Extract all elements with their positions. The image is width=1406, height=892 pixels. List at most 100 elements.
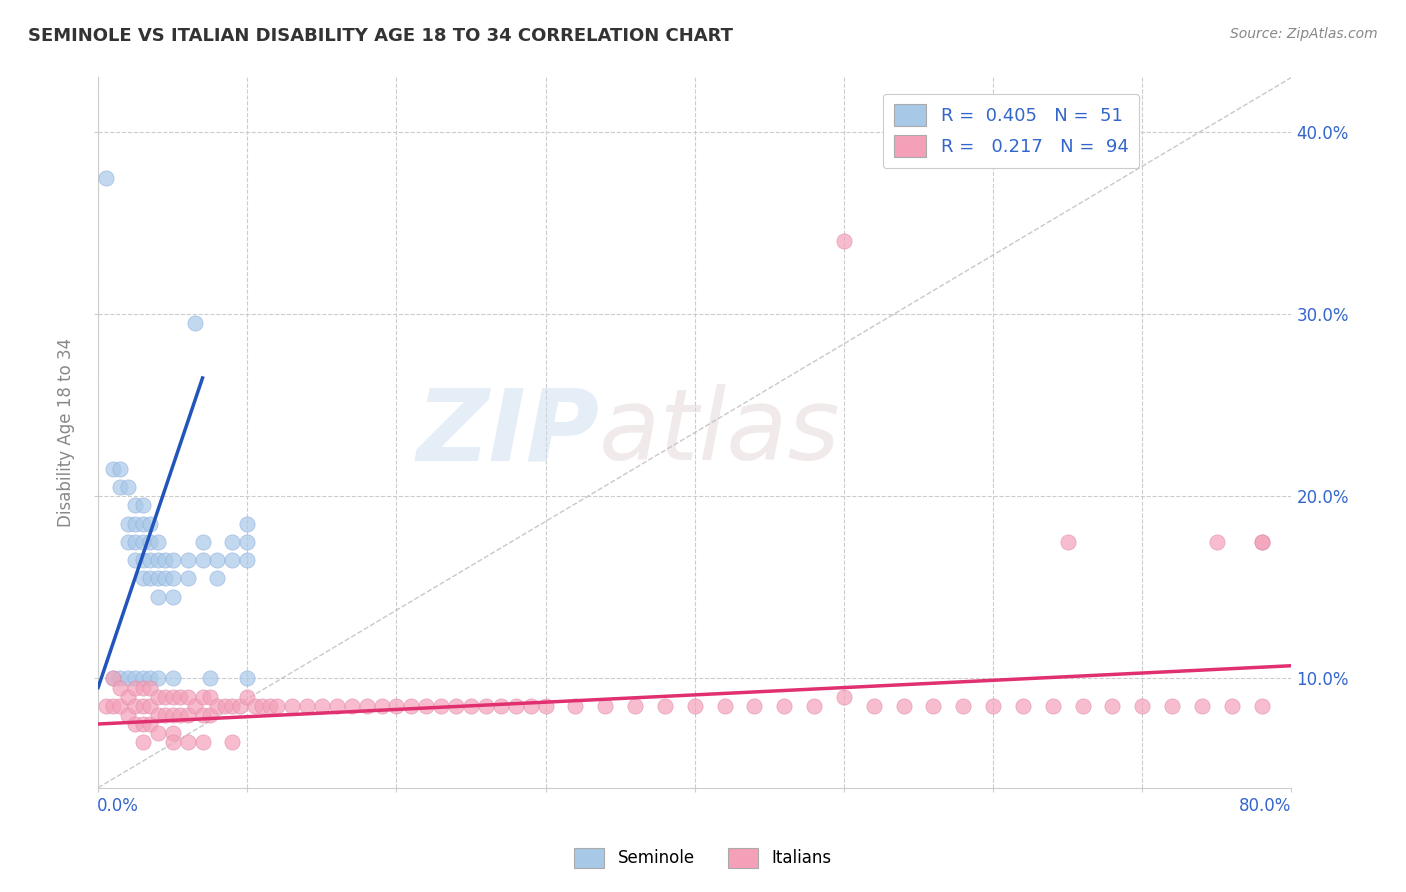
Point bbox=[191, 534, 214, 549]
Point bbox=[117, 534, 139, 549]
Point bbox=[132, 735, 155, 749]
Point bbox=[832, 235, 855, 249]
Point bbox=[169, 690, 191, 704]
Point bbox=[1056, 534, 1078, 549]
Point bbox=[221, 534, 243, 549]
Text: Source: ZipAtlas.com: Source: ZipAtlas.com bbox=[1230, 27, 1378, 41]
Point bbox=[385, 698, 408, 713]
Point bbox=[94, 170, 117, 185]
Point bbox=[117, 516, 139, 531]
Point bbox=[132, 681, 155, 695]
Point bbox=[489, 698, 512, 713]
Point bbox=[146, 590, 169, 604]
Point bbox=[155, 707, 177, 722]
Point bbox=[176, 707, 198, 722]
Point bbox=[266, 698, 288, 713]
Point bbox=[1130, 698, 1153, 713]
Point bbox=[1071, 698, 1094, 713]
Point bbox=[281, 698, 304, 713]
Point bbox=[624, 698, 647, 713]
Point bbox=[311, 698, 333, 713]
Point bbox=[94, 698, 117, 713]
Point bbox=[1205, 534, 1227, 549]
Point bbox=[110, 480, 132, 494]
Point bbox=[139, 717, 162, 731]
Point bbox=[221, 698, 243, 713]
Point bbox=[124, 553, 146, 567]
Point bbox=[832, 690, 855, 704]
Point bbox=[198, 690, 221, 704]
Point bbox=[683, 698, 706, 713]
Point bbox=[198, 672, 221, 686]
Point bbox=[146, 553, 169, 567]
Point bbox=[124, 499, 146, 513]
Point bbox=[139, 553, 162, 567]
Point bbox=[184, 316, 207, 330]
Point bbox=[176, 690, 198, 704]
Text: atlas: atlas bbox=[599, 384, 841, 481]
Point bbox=[132, 516, 155, 531]
Point bbox=[713, 698, 735, 713]
Point bbox=[184, 698, 207, 713]
Point bbox=[236, 516, 259, 531]
Point bbox=[250, 698, 273, 713]
Point bbox=[101, 672, 124, 686]
Point bbox=[132, 571, 155, 585]
Point bbox=[236, 553, 259, 567]
Point bbox=[356, 698, 378, 713]
Point bbox=[155, 571, 177, 585]
Point bbox=[139, 698, 162, 713]
Point bbox=[162, 571, 184, 585]
Point bbox=[124, 717, 146, 731]
Point bbox=[139, 534, 162, 549]
Point bbox=[236, 534, 259, 549]
Point bbox=[207, 698, 229, 713]
Point bbox=[191, 735, 214, 749]
Point bbox=[117, 480, 139, 494]
Point bbox=[124, 516, 146, 531]
Text: 0.0%: 0.0% bbox=[97, 797, 138, 815]
Point bbox=[110, 698, 132, 713]
Point bbox=[981, 698, 1004, 713]
Point bbox=[132, 499, 155, 513]
Point bbox=[207, 571, 229, 585]
Point bbox=[110, 672, 132, 686]
Point bbox=[1161, 698, 1184, 713]
Point bbox=[893, 698, 915, 713]
Point bbox=[243, 698, 266, 713]
Point bbox=[221, 553, 243, 567]
Point bbox=[654, 698, 676, 713]
Legend: R =  0.405   N =  51, R =   0.217   N =  94: R = 0.405 N = 51, R = 0.217 N = 94 bbox=[883, 94, 1139, 169]
Point bbox=[132, 717, 155, 731]
Point bbox=[139, 672, 162, 686]
Point bbox=[460, 698, 482, 713]
Point bbox=[922, 698, 945, 713]
Point bbox=[146, 726, 169, 740]
Point bbox=[124, 534, 146, 549]
Point bbox=[146, 571, 169, 585]
Point bbox=[162, 672, 184, 686]
Point bbox=[326, 698, 349, 713]
Point bbox=[1250, 698, 1272, 713]
Point bbox=[1250, 534, 1272, 549]
Point bbox=[1012, 698, 1035, 713]
Point bbox=[221, 735, 243, 749]
Point bbox=[169, 707, 191, 722]
Point bbox=[444, 698, 467, 713]
Point bbox=[117, 707, 139, 722]
Point bbox=[155, 553, 177, 567]
Point bbox=[207, 553, 229, 567]
Point bbox=[117, 672, 139, 686]
Point bbox=[862, 698, 884, 713]
Point bbox=[229, 698, 252, 713]
Text: 80.0%: 80.0% bbox=[1239, 797, 1292, 815]
Point bbox=[139, 681, 162, 695]
Point bbox=[214, 698, 236, 713]
Point bbox=[430, 698, 453, 713]
Text: SEMINOLE VS ITALIAN DISABILITY AGE 18 TO 34 CORRELATION CHART: SEMINOLE VS ITALIAN DISABILITY AGE 18 TO… bbox=[28, 27, 733, 45]
Point bbox=[146, 672, 169, 686]
Point bbox=[475, 698, 498, 713]
Point bbox=[162, 735, 184, 749]
Point bbox=[132, 672, 155, 686]
Point bbox=[236, 672, 259, 686]
